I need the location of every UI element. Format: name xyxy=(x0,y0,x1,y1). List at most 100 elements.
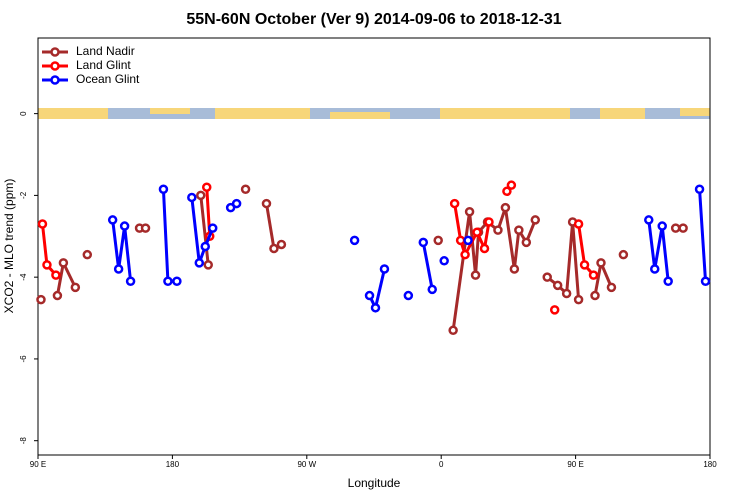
data-point xyxy=(596,258,606,268)
data-point xyxy=(552,280,563,291)
data-point xyxy=(479,243,490,254)
data-point xyxy=(463,235,473,246)
legend-swatch-marker xyxy=(50,61,60,71)
data-point xyxy=(163,276,173,286)
data-point xyxy=(36,294,46,305)
x-axis-label: Longitude xyxy=(348,476,401,490)
data-point xyxy=(269,243,279,254)
x-tick-label: 180 xyxy=(166,460,180,469)
series-line xyxy=(55,195,684,331)
legend-label: Ocean Glint xyxy=(76,72,140,86)
y-tick-label: -4 xyxy=(19,273,28,281)
x-tick-label: 180 xyxy=(703,460,717,469)
data-point xyxy=(455,235,466,246)
data-point xyxy=(606,282,617,293)
y-tick-label: 0 xyxy=(19,111,28,116)
data-point xyxy=(349,235,360,246)
data-point xyxy=(207,223,218,233)
data-point xyxy=(448,325,458,336)
data-point xyxy=(590,290,600,301)
data-point xyxy=(370,303,381,313)
data-point xyxy=(464,207,475,217)
data-point xyxy=(42,260,52,270)
land-ocean-strip xyxy=(38,108,710,119)
data-point xyxy=(618,249,629,260)
data-point xyxy=(514,225,524,235)
data-point xyxy=(58,258,69,268)
data-point xyxy=(201,182,212,192)
data-point xyxy=(678,223,688,233)
data-point xyxy=(670,223,681,233)
plot-frame xyxy=(37,37,711,456)
data-point xyxy=(700,276,711,286)
data-point xyxy=(379,264,390,274)
data-point xyxy=(119,221,130,231)
data-point xyxy=(107,215,118,225)
data-point xyxy=(37,219,48,229)
chart-title: 55N-60N October (Ver 9) 2014-09-06 to 20… xyxy=(186,11,561,28)
data-point xyxy=(470,270,481,280)
data-point xyxy=(649,264,660,274)
y-axis-label: XCO2 - MLO trend (ppm) xyxy=(2,179,16,314)
data-point xyxy=(542,272,552,282)
data-point xyxy=(663,276,673,286)
data-point xyxy=(276,239,287,250)
data-point xyxy=(261,198,272,209)
data-point xyxy=(644,215,654,225)
data-point xyxy=(140,223,151,233)
y-tick-label: -8 xyxy=(19,437,28,445)
data-point xyxy=(70,282,81,293)
data-point xyxy=(231,198,242,209)
data-point xyxy=(52,290,63,301)
x-tick-label: 0 xyxy=(439,460,444,469)
data-point xyxy=(521,237,532,248)
data-point xyxy=(573,294,584,305)
data-point xyxy=(125,276,136,286)
data-point xyxy=(196,190,206,201)
legend-label: Land Nadir xyxy=(76,44,135,58)
data-point xyxy=(427,284,437,295)
y-tick-label: -6 xyxy=(19,355,28,363)
data-point xyxy=(439,256,449,266)
legend-swatch-marker xyxy=(50,75,60,85)
data-point xyxy=(509,264,520,274)
x-tick-label: 90 E xyxy=(567,460,583,469)
data-point xyxy=(500,202,511,213)
data-point xyxy=(364,290,375,301)
data-point xyxy=(82,249,93,260)
data-point xyxy=(172,276,182,286)
data-point xyxy=(561,288,572,299)
legend-label: Land Glint xyxy=(76,58,131,72)
data-point xyxy=(573,219,584,229)
data-point xyxy=(225,202,236,213)
data-point xyxy=(506,180,517,190)
data-point xyxy=(418,237,429,248)
data-point xyxy=(200,241,211,252)
data-point xyxy=(240,184,251,195)
data-point xyxy=(493,225,503,235)
legend-swatch-marker xyxy=(50,47,60,57)
data-point xyxy=(549,305,560,315)
data-point xyxy=(460,249,470,260)
data-point xyxy=(187,192,197,203)
data-point xyxy=(51,270,61,280)
data-point xyxy=(449,198,460,209)
data-point xyxy=(472,227,482,237)
x-tick-label: 90 E xyxy=(30,460,46,469)
data-point xyxy=(502,186,512,197)
data-point xyxy=(657,221,667,231)
data-point xyxy=(194,258,205,268)
data-point xyxy=(403,290,414,301)
data-point xyxy=(484,217,494,227)
x-tick-label: 90 W xyxy=(297,460,316,469)
data-point xyxy=(530,215,541,225)
data-point xyxy=(158,184,169,195)
data-point xyxy=(588,270,599,280)
y-tick-label: -2 xyxy=(19,191,28,199)
data-point xyxy=(433,235,443,246)
data-point xyxy=(694,184,705,195)
data-point xyxy=(113,264,124,274)
data-point xyxy=(579,260,590,270)
